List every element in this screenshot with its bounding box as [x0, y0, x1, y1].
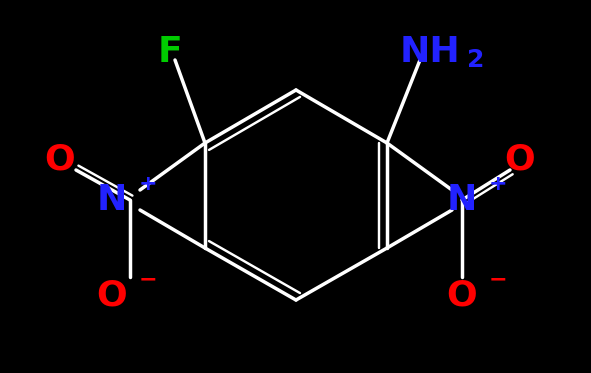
Text: F: F — [158, 35, 183, 69]
Text: O: O — [447, 278, 478, 312]
Text: +: + — [489, 174, 507, 194]
Text: O: O — [96, 278, 128, 312]
Text: N: N — [447, 183, 477, 217]
Text: O: O — [45, 143, 76, 177]
Text: NH: NH — [400, 35, 460, 69]
Text: −: − — [139, 269, 157, 289]
Text: +: + — [139, 174, 157, 194]
Text: N: N — [97, 183, 127, 217]
Text: −: − — [489, 269, 507, 289]
Text: 2: 2 — [467, 48, 485, 72]
Text: O: O — [505, 143, 535, 177]
